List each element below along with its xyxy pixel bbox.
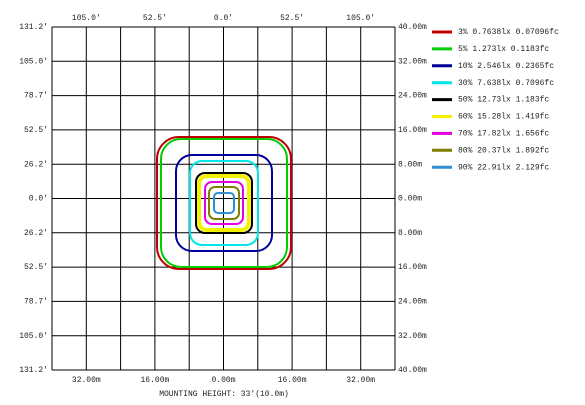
legend-label: 80% 20.37lx 1.892fc	[458, 146, 549, 155]
bottom-label: 0.00m	[211, 376, 235, 385]
isolux-contour	[175, 154, 273, 252]
top-label: 105.0'	[346, 14, 375, 23]
isolux-contour	[156, 136, 292, 270]
right-label: 32.00m	[398, 332, 427, 341]
right-label: 24.00m	[398, 298, 427, 307]
left-label: 105.0'	[19, 332, 48, 341]
legend-label: 30% 7.638lx 0.7096fc	[458, 79, 554, 88]
isolux-contour	[213, 192, 235, 214]
isolux-contour	[195, 172, 253, 234]
left-label: 78.7'	[24, 298, 48, 307]
left-label: 52.5'	[24, 263, 48, 272]
footer: MOUNTING HEIGHT: 33'(10.0m)	[159, 390, 289, 399]
right-label: 40.00m	[398, 366, 427, 375]
legend-label: 10% 2.546lx 0.2365fc	[458, 62, 554, 71]
right-label: 24.00m	[398, 92, 427, 101]
left-label: 0.0'	[29, 195, 48, 204]
isolux-contour	[189, 160, 259, 246]
legend-label: 3% 0.7638lx 0.07096fc	[458, 28, 559, 37]
isolux-contour	[208, 186, 240, 220]
isolux-contour	[204, 181, 244, 225]
left-label: 131.2'	[19, 23, 48, 32]
top-label: 0.0'	[214, 14, 233, 23]
right-label: 32.00m	[398, 57, 427, 66]
right-label: 16.00m	[398, 126, 427, 135]
bottom-label: 16.00m	[278, 376, 307, 385]
legend-label: 50% 12.73lx 1.183fc	[458, 96, 549, 105]
isolux-contour	[160, 138, 288, 268]
bottom-label: 32.00m	[72, 376, 101, 385]
left-label: 52.5'	[24, 126, 48, 135]
right-label: 8.00m	[398, 160, 422, 169]
top-label: 52.5'	[280, 14, 304, 23]
left-label: 26.2'	[24, 160, 48, 169]
right-label: 40.00m	[398, 23, 427, 32]
legend-label: 5% 1.273lx 0.1183fc	[458, 45, 549, 54]
left-label: 26.2'	[24, 229, 48, 238]
right-label: 16.00m	[398, 263, 427, 272]
left-label: 78.7'	[24, 92, 48, 101]
bottom-label: 16.00m	[140, 376, 169, 385]
right-label: 8.00m	[398, 229, 422, 238]
bottom-label: 32.00m	[346, 376, 375, 385]
top-label: 52.5'	[143, 14, 167, 23]
legend-label: 90% 22.91lx 2.129fc	[458, 163, 549, 172]
legend-label: 70% 17.82lx 1.656fc	[458, 130, 549, 139]
left-label: 131.2'	[19, 366, 48, 375]
legend-label: 60% 15.28lx 1.419fc	[458, 113, 549, 122]
left-label: 105.0'	[19, 57, 48, 66]
right-label: 0.00m	[398, 195, 422, 204]
isolux-contour	[197, 174, 251, 232]
top-label: 105.0'	[72, 14, 101, 23]
